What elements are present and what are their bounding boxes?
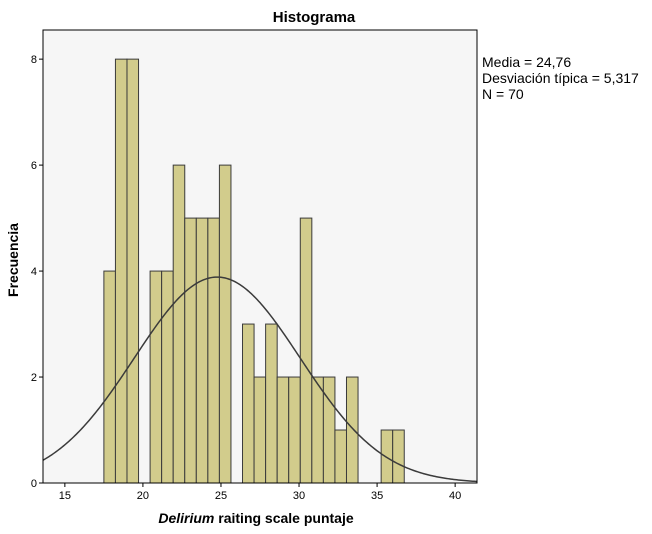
x-tick-label: 40 xyxy=(449,490,461,502)
histogram-bar xyxy=(334,429,347,484)
plot-frame xyxy=(42,29,478,484)
x-tick-label: 20 xyxy=(137,490,149,502)
histogram-bar xyxy=(207,217,220,484)
histogram-bar xyxy=(126,58,140,484)
y-tick-label: 0 xyxy=(31,478,37,490)
y-tick-label: 6 xyxy=(31,160,37,172)
x-axis-ticks: 15 20 25 30 35 40 xyxy=(59,483,461,502)
x-tick-label: 15 xyxy=(59,490,71,502)
histogram-bar xyxy=(172,164,186,484)
histogram-bar xyxy=(114,58,128,484)
histogram-bar xyxy=(265,323,278,484)
chart-title: Histograma xyxy=(273,9,356,26)
x-tick-label: 25 xyxy=(215,490,227,502)
x-axis-label: Delirium raiting scale puntaje xyxy=(158,510,353,526)
mean-label: Media = 24,76 xyxy=(482,54,572,70)
histogram-bar xyxy=(149,270,163,484)
histogram-bar xyxy=(276,376,290,484)
y-tick-label: 8 xyxy=(31,54,37,66)
x-axis-label-emphasis: Delirium xyxy=(158,510,214,526)
histogram-bar xyxy=(103,270,116,484)
histogram-bar xyxy=(242,323,255,484)
sd-label: Desviación típica = 5,317 xyxy=(482,70,639,86)
histogram-bar xyxy=(345,376,359,484)
histogram-bar xyxy=(195,217,209,484)
histogram-bar xyxy=(392,429,405,484)
y-tick-label: 4 xyxy=(31,266,37,278)
y-axis-ticks: 0 2 4 6 8 xyxy=(31,54,43,490)
histogram-bar xyxy=(218,164,232,484)
histogram-bar xyxy=(184,217,197,484)
histogram-bar xyxy=(311,376,324,484)
summary-statistics: Media = 24,76 Desviación típica = 5,317 … xyxy=(482,54,639,102)
normal-curve xyxy=(42,276,478,483)
histogram-bar xyxy=(161,270,174,484)
histogram-bar xyxy=(253,376,267,484)
x-tick-label: 35 xyxy=(371,490,383,502)
x-axis-label-rest: raiting scale puntaje xyxy=(214,510,353,526)
histogram-bar xyxy=(380,429,394,484)
y-axis-label: Frecuencia xyxy=(5,223,21,297)
y-tick-label: 2 xyxy=(31,372,37,384)
histogram-bar xyxy=(288,376,301,484)
histogram-bar xyxy=(299,217,313,484)
n-label: N = 70 xyxy=(482,86,524,102)
histogram-bar xyxy=(322,376,336,484)
x-tick-label: 30 xyxy=(293,490,305,502)
